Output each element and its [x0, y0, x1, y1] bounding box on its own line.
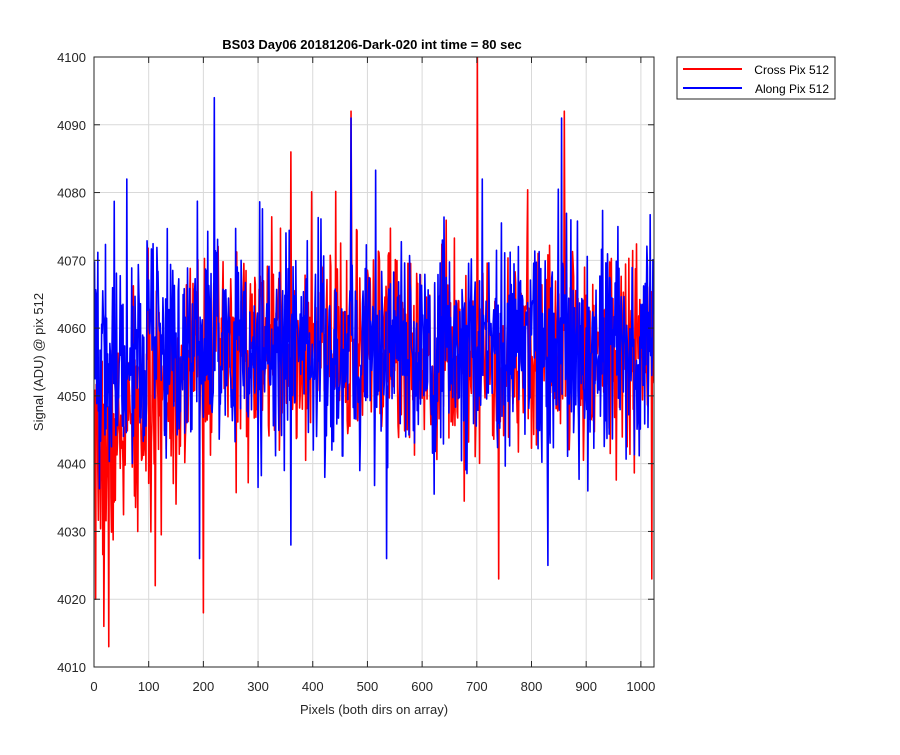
chart-legend: Cross Pix 512 Along Pix 512	[676, 56, 836, 100]
series-line-along-pix-512	[94, 96, 654, 567]
x-tick-label: 600	[411, 679, 433, 694]
y-tick-label: 4020	[57, 592, 86, 607]
y-tick-label: 4060	[57, 321, 86, 336]
y-tick-label: 4100	[57, 50, 86, 65]
y-tick-label: 4030	[57, 524, 86, 539]
x-tick-label: 0	[90, 679, 97, 694]
legend-label-cross: Cross Pix 512	[754, 63, 829, 77]
legend-box	[676, 56, 836, 100]
x-tick-label: 1000	[626, 679, 655, 694]
x-tick-label: 100	[138, 679, 160, 694]
x-tick-label: 500	[357, 679, 379, 694]
y-tick-label: 4090	[57, 118, 86, 133]
x-tick-label: 900	[575, 679, 597, 694]
y-axis-label: Signal (ADU) @ pix 512	[31, 293, 46, 431]
y-tick-label: 4050	[57, 389, 86, 404]
x-axis-label: Pixels (both dirs on array)	[300, 702, 448, 717]
x-tick-label: 700	[466, 679, 488, 694]
y-tick-label: 4080	[57, 186, 86, 201]
axis-ticks: 0 100 200 300 400 500 600 700 800 900 1000 4010 4020…	[57, 50, 655, 694]
x-tick-label: 400	[302, 679, 324, 694]
x-tick-label: 200	[193, 679, 215, 694]
x-tick-label: 800	[521, 679, 543, 694]
y-tick-label: 4040	[57, 457, 86, 472]
x-tick-label: 300	[247, 679, 269, 694]
y-tick-label: 4010	[57, 660, 86, 675]
data-series	[94, 57, 654, 648]
chart-title: BS03 Day06 20181206-Dark-020 int time = …	[222, 37, 522, 52]
plot-area-frame	[93, 56, 655, 668]
legend-label-along: Along Pix 512	[755, 82, 829, 96]
y-tick-label: 4070	[57, 253, 86, 268]
